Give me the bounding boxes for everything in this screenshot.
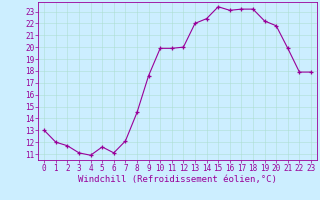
- X-axis label: Windchill (Refroidissement éolien,°C): Windchill (Refroidissement éolien,°C): [78, 175, 277, 184]
